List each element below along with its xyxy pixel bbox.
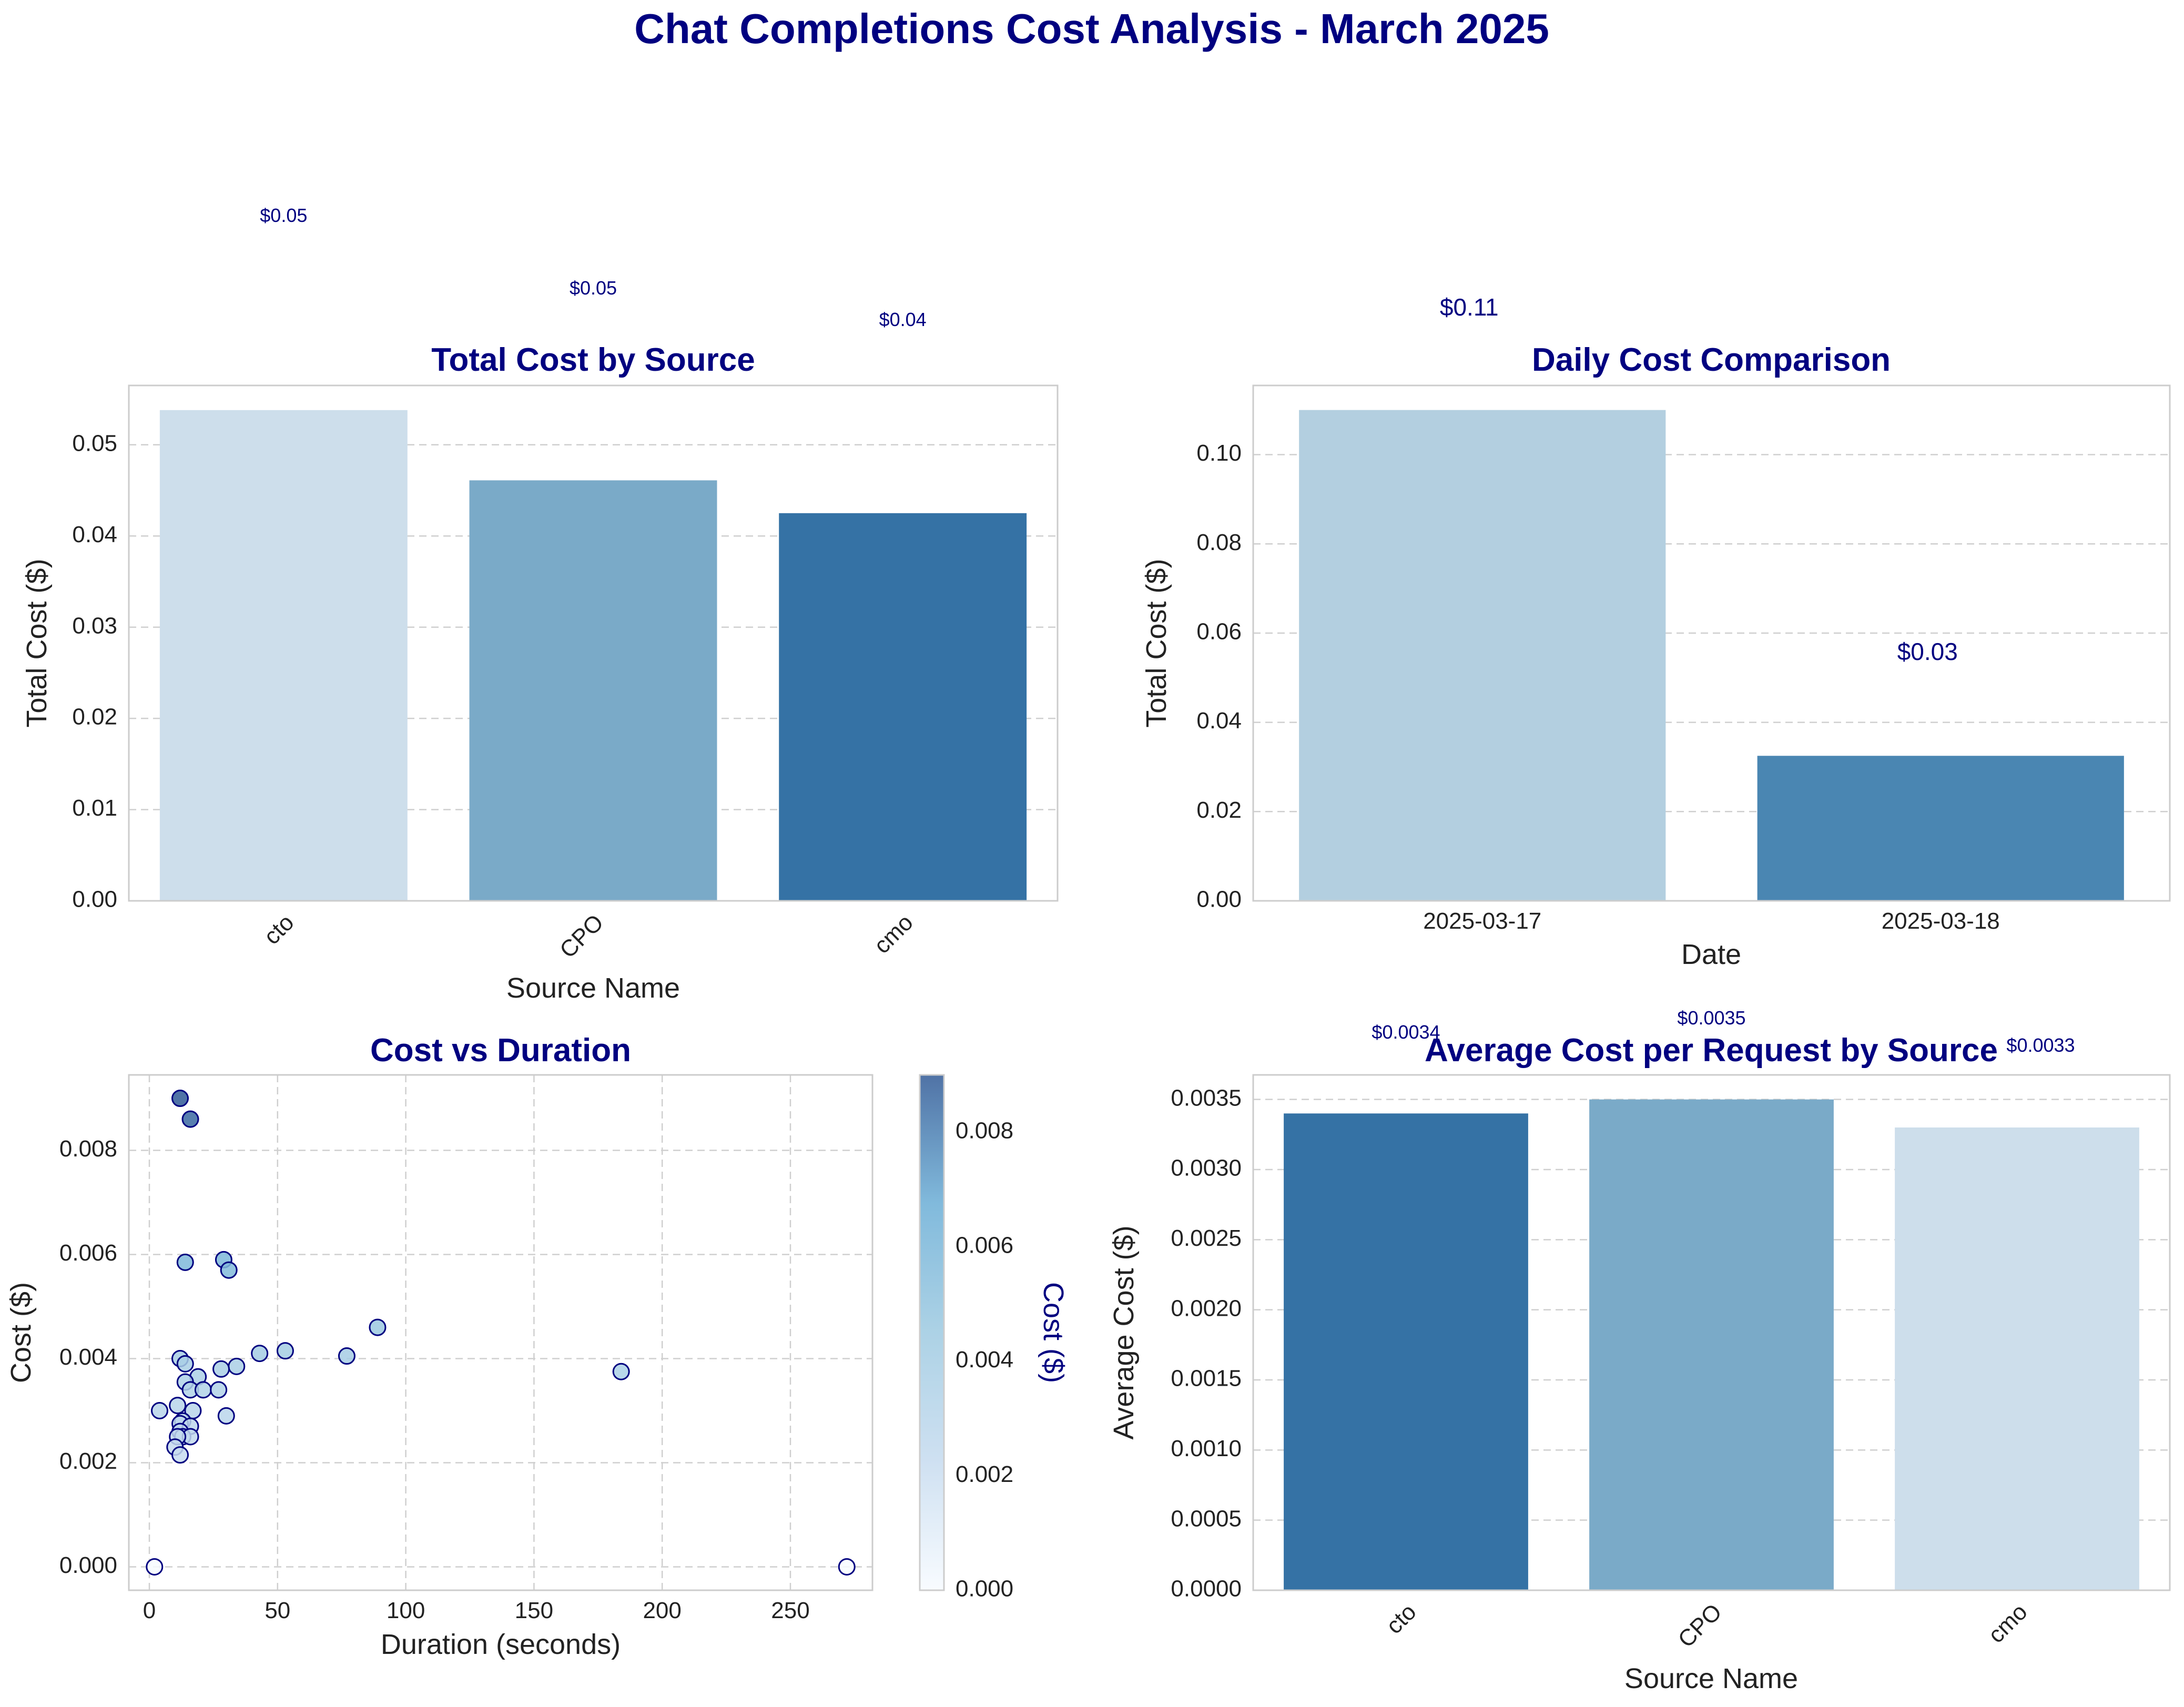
bar-CPO [469,480,717,901]
y-tick-label: 0.004 [59,1344,117,1370]
x-tick-label: 2025-03-18 [1882,908,2000,934]
bar-value-label: $0.11 [1440,293,1499,321]
scatter-point [181,1110,199,1128]
y-tick-label: 0.0020 [1171,1295,1242,1321]
x-tick-label: 50 [265,1598,290,1623]
scatter-point [228,1357,246,1375]
bar-value-label: $0.05 [570,277,617,299]
y-tick-label: 0.04 [1196,708,1242,734]
scatter-point [171,1090,189,1107]
y-tick-label: 0.01 [72,795,117,821]
bar-cmo [779,513,1027,901]
scatter-point [276,1342,294,1360]
scatter-point [338,1347,355,1365]
x-tick-label: 2025-03-17 [1423,908,1541,934]
axes-frame [128,384,1059,902]
scatter-point [212,1360,230,1378]
y-tick-label: 0.0015 [1171,1366,1242,1391]
y-tick-label: 0.00 [1196,887,1242,912]
chart-title: Total Cost by Source [431,342,755,378]
scatter-point [217,1407,235,1425]
bar-value-label: $0.0035 [1677,1007,1745,1029]
x-axis-label: Date [1681,939,1741,970]
bar-2025-03-17 [1299,410,1666,901]
colorbar-tick-label: 0.008 [956,1118,1013,1144]
chart-title: Cost vs Duration [370,1032,631,1069]
x-axis-label: Source Name [1624,1663,1798,1694]
bar-cto [1284,1113,1528,1590]
y-tick-label: 0.0005 [1171,1506,1242,1531]
y-tick-label: 0.000 [59,1552,117,1578]
scatter-point [838,1558,856,1576]
colorbar-label: Cost ($) [1038,1282,1069,1383]
colorbar-tick-label: 0.004 [956,1347,1013,1373]
y-tick-label: 0.0035 [1171,1085,1242,1111]
axes-frame [1252,1074,2171,1591]
y-tick-label: 0.0025 [1171,1225,1242,1251]
scatter-point [176,1253,194,1271]
y-tick-label: 0.0030 [1171,1155,1242,1181]
scatter-point [146,1558,164,1576]
y-axis-label: Cost ($) [5,1282,37,1383]
bar-value-label: $0.0034 [1372,1021,1440,1043]
y-tick-label: 0.06 [1196,619,1242,645]
x-tick-label: 200 [643,1598,681,1623]
bar-value-label: $0.05 [260,205,307,226]
y-tick-label: 0.008 [59,1136,117,1162]
y-axis-label: Total Cost ($) [21,558,53,727]
y-axis-label: Total Cost ($) [1141,558,1172,727]
bar-CPO [1589,1099,1834,1590]
scatter-point [194,1381,212,1399]
bar-value-label: $0.04 [879,309,927,330]
bar-value-label: $0.0033 [2006,1034,2075,1056]
average-cost-per-request-chart: 0.0000 0.0005 0.0010 0.0015 0.0020 0.0025 0.00… [1108,1007,2171,1694]
y-tick-label: 0.0010 [1171,1436,1242,1461]
colorbar-tick-label: 0.006 [956,1232,1013,1258]
daily-cost-comparison-chart: 0.00 0.02 0.04 0.06 0.08 0.10 2025-03-17 2025-0… [1141,293,2171,970]
colorbar-tick-label: 0.002 [956,1461,1013,1487]
bar-2025-03-18 [1757,756,2124,901]
scatter-point [169,1397,187,1415]
scatter-point [369,1318,387,1336]
scatter-point [612,1363,630,1380]
figure-title: Chat Completions Cost Analysis - March 2… [634,5,1549,52]
axes-frame [128,1074,873,1591]
scatter-point [151,1401,169,1419]
y-tick-label: 0.08 [1196,530,1242,555]
y-tick-label: 0.04 [72,522,117,547]
y-tick-label: 0.002 [59,1448,117,1474]
y-tick-label: 0.10 [1196,440,1242,466]
bar-cto [159,410,408,901]
colorbar [919,1074,945,1591]
chart-title: Average Cost per Request by Source [1425,1032,1998,1069]
y-tick-label: 0.02 [72,704,117,730]
x-tick-label: 250 [771,1598,809,1623]
axes-frame [1252,384,2171,902]
scatter-point [210,1381,228,1399]
x-tick-label: 100 [387,1598,425,1623]
x-axis-label: Source Name [506,972,680,1004]
scatter-point [171,1446,189,1464]
y-tick-label: 0.03 [72,613,117,638]
y-tick-label: 0.00 [72,887,117,912]
cost-vs-duration-chart: 0 50 100 150 200 250 0.000 0.002 0.004 0.006 0.008… [5,1032,1069,1660]
chart-title: Daily Cost Comparison [1532,342,1891,378]
scatter-point [251,1345,269,1363]
x-tick-label: 0 [143,1598,156,1623]
x-tick-label: 150 [515,1598,553,1623]
y-tick-label: 0.0000 [1171,1576,1242,1602]
bar-value-label: $0.03 [1897,638,1958,665]
bar-cmo [1895,1127,2139,1590]
scatter-point [176,1355,194,1373]
colorbar-tick-label: 0.000 [956,1576,1013,1602]
y-tick-label: 0.006 [59,1240,117,1266]
scatter-point [220,1261,238,1279]
y-axis-label: Average Cost ($) [1108,1225,1140,1439]
y-tick-label: 0.05 [72,430,117,456]
y-tick-label: 0.02 [1196,797,1242,823]
x-axis-label: Duration (seconds) [381,1629,621,1660]
